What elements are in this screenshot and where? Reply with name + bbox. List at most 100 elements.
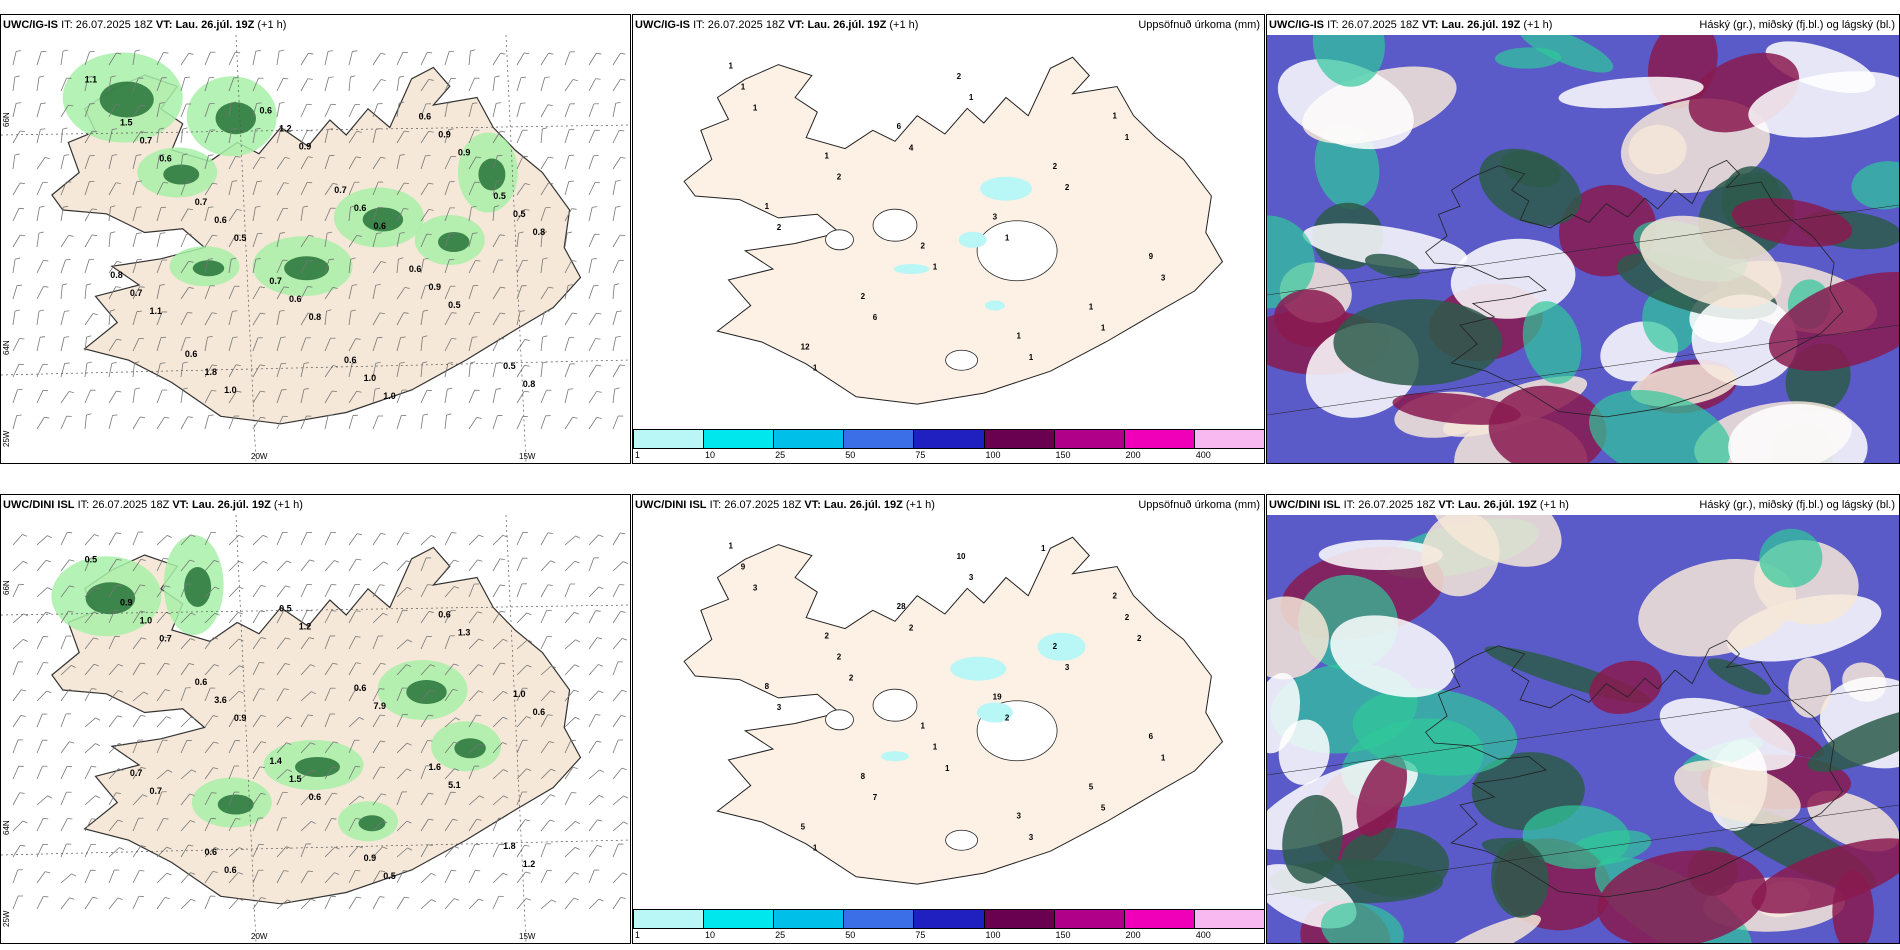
wind-barb-shaft <box>60 337 65 352</box>
wind-barb-flag <box>407 847 413 851</box>
wind-barb-shaft <box>468 898 480 910</box>
wind-barb-shaft <box>228 415 235 430</box>
wind-barb-flag <box>260 312 266 315</box>
wind-barb <box>276 585 291 598</box>
wind-barb-shaft <box>300 794 311 806</box>
wind-barb-shaft <box>348 846 359 858</box>
wind-barb-shaft <box>36 844 44 858</box>
lon-label-20w: 20W <box>251 932 268 941</box>
wind-barb-flag <box>623 795 629 799</box>
wind-barb-shaft <box>564 689 575 702</box>
wind-barb <box>276 688 289 702</box>
clear-sky-area <box>1318 539 1443 570</box>
wind-barb-shaft <box>36 390 44 404</box>
wind-barb-flag <box>326 309 332 312</box>
wind-barb-shaft <box>516 260 524 274</box>
wind-barb-shaft <box>12 389 18 404</box>
wind-barb <box>252 416 266 430</box>
wind-barb-flag <box>422 361 428 364</box>
wind-barb-shaft <box>540 768 552 780</box>
vt-label: VT: <box>804 499 821 511</box>
wind-barb <box>564 664 580 676</box>
wind-barb <box>372 415 384 430</box>
wind-barb-shaft <box>252 793 262 806</box>
wind-barb <box>540 665 557 676</box>
wind-barb-flag <box>518 231 524 234</box>
wind-barb <box>396 389 408 404</box>
lat-label-66n: 66N <box>2 580 11 595</box>
wind-barb-flag <box>479 795 485 799</box>
wind-barb <box>372 156 386 170</box>
wind-barb-shaft <box>444 741 455 754</box>
wind-value-label: 1.0 <box>364 373 377 383</box>
wind-barb-flag <box>427 844 433 846</box>
wind-barb-flag <box>453 741 459 745</box>
panel-header: UWC/DINI ISL IT: 26.07.2025 18Z VT: Lau.… <box>1 495 630 515</box>
wind-barb <box>204 285 215 300</box>
wind-barb-shaft <box>612 739 619 754</box>
wind-barb-shaft <box>588 610 597 624</box>
wind-barb-flag <box>524 844 530 847</box>
wind-barb <box>348 130 362 144</box>
wind-barb-flag <box>190 898 196 902</box>
wind-barb-shaft <box>564 51 571 66</box>
wind-barb <box>228 534 244 546</box>
wind-barb-shaft <box>180 820 191 832</box>
wind-barb <box>468 129 480 144</box>
wind-barb-shaft <box>348 285 353 300</box>
wind-barb-flag <box>406 820 412 824</box>
wind-barb <box>324 390 338 404</box>
wind-barb <box>540 104 553 118</box>
wind-barb-flag <box>235 156 241 158</box>
wind-barb-shaft <box>60 532 68 546</box>
wind-barb <box>60 689 75 702</box>
wind-barb-flag <box>550 794 556 797</box>
wind-barb-shaft <box>348 662 357 676</box>
glacier <box>825 229 854 251</box>
wind-barb-shaft <box>516 183 526 196</box>
wind-barb-shaft <box>132 363 135 378</box>
wind-barb <box>492 843 504 858</box>
wind-barb-flag <box>255 127 261 130</box>
wind-barb <box>516 52 530 66</box>
wind-barb-flag <box>596 364 602 367</box>
clear-sky-area <box>1302 223 1468 270</box>
wind-barb-shaft <box>108 715 118 728</box>
wind-barb-shaft <box>492 389 497 404</box>
mid-cloud-area <box>1751 838 1899 914</box>
lon-label-25w: 25W <box>2 430 11 447</box>
wind-barb-flag <box>399 361 405 364</box>
colorbar-swatch <box>843 910 914 928</box>
wind-barb-shaft <box>492 817 499 832</box>
wind-barb-flag <box>38 231 44 234</box>
wind-barb-shaft <box>132 207 137 222</box>
wind-barb <box>252 233 263 248</box>
wind-barb-shaft <box>348 338 357 352</box>
wind-barb-flag <box>285 585 291 588</box>
wind-barb-shaft <box>396 560 407 572</box>
wind-barb <box>180 872 196 884</box>
wind-barb-shaft <box>12 661 19 676</box>
wind-barb <box>420 535 436 546</box>
wind-barb-flag <box>376 232 382 234</box>
wind-barb-shaft <box>468 233 473 248</box>
wind-barb-flag <box>422 335 428 338</box>
wind-barb <box>588 637 603 650</box>
wind-barb-shaft <box>444 233 451 248</box>
wind-barb <box>492 52 506 66</box>
wind-barb-flag <box>261 741 267 744</box>
wind-barb <box>228 208 242 222</box>
wind-barb-flag <box>379 584 385 586</box>
wind-barb-shaft <box>612 661 619 676</box>
wind-barb-shaft <box>348 391 357 404</box>
wind-barb <box>396 154 405 170</box>
wind-barb-flag <box>477 611 483 614</box>
precip-value-label: 1 <box>813 363 818 372</box>
wind-barb-flag <box>596 312 602 315</box>
wind-barb <box>372 612 388 624</box>
wind-barb-shaft <box>204 895 211 910</box>
colorbar-tick-label: 50 <box>845 930 856 940</box>
wind-barb <box>540 869 553 884</box>
wind-barb <box>228 156 241 170</box>
wind-barb-shaft <box>204 259 209 274</box>
